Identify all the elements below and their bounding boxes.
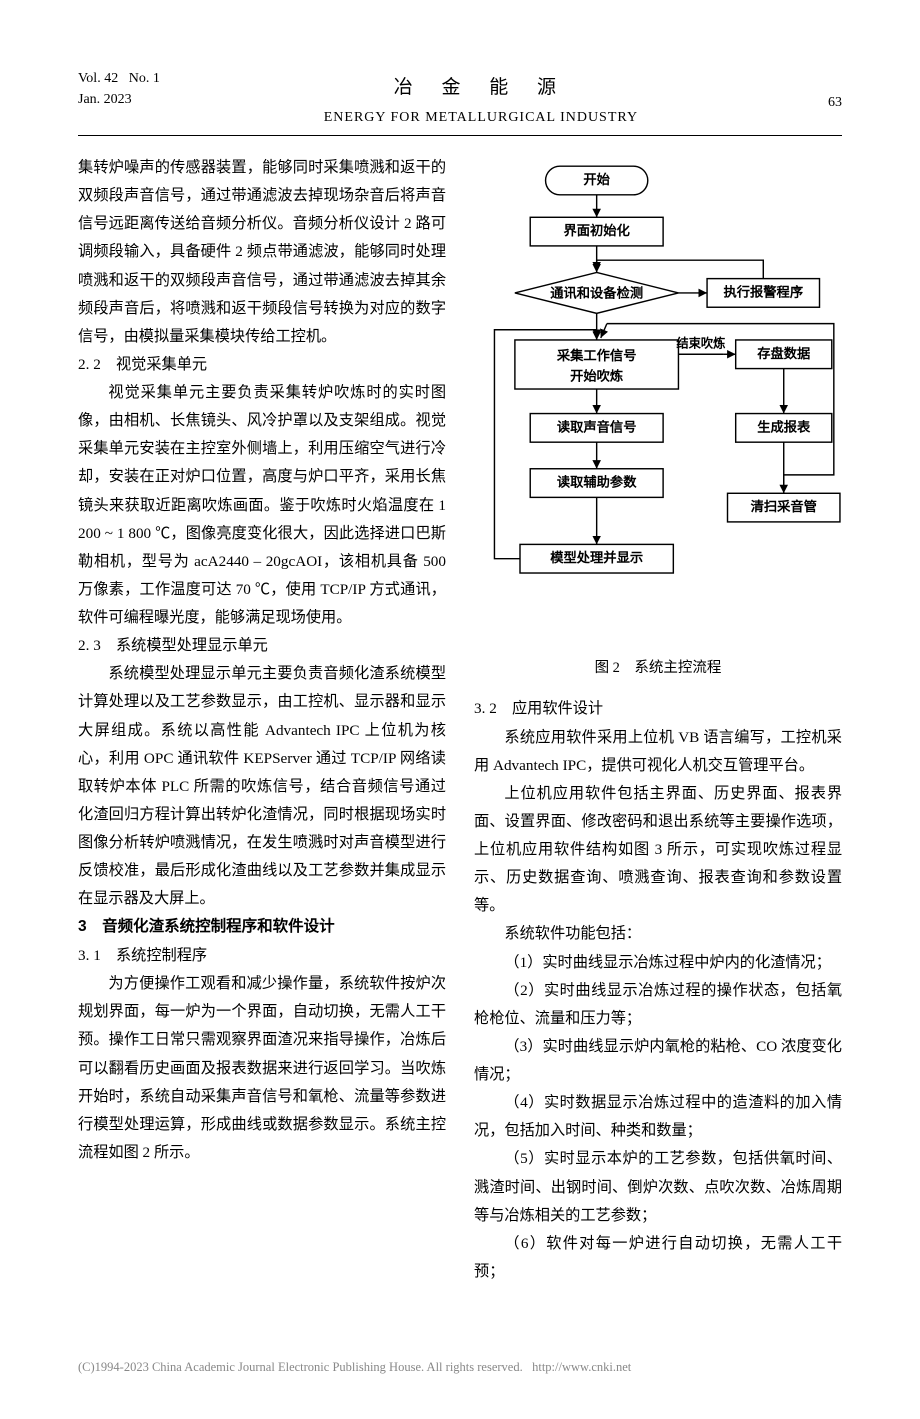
node-model: 模型处理并显示 — [550, 549, 643, 565]
journal-title-en: ENERGY FOR METALLURGICAL INDUSTRY — [160, 105, 802, 131]
node-clean: 清扫采音管 — [751, 498, 817, 514]
section-3-2-p3: 系统软件功能包括： — [474, 920, 842, 948]
issue-no: No. 1 — [129, 71, 160, 86]
node-save: 存盘数据 — [757, 345, 810, 361]
func-item-3: （3）实时曲线显示炉内氧枪的粘枪、CO 浓度变化情况； — [474, 1033, 842, 1089]
node-init: 界面初始化 — [564, 222, 631, 238]
figure-2-caption: 图 2 系统主控流程 — [474, 655, 842, 682]
page-number: 63 — [802, 68, 842, 116]
page-header: Vol. 42 No. 1 Jan. 2023 冶 金 能 源 ENERGY F… — [78, 68, 842, 136]
node-report: 生成报表 — [757, 418, 811, 434]
node-start: 开始 — [583, 171, 610, 187]
func-item-4: （4）实时数据显示冶炼过程中的造渣料的加入情况，包括加入时间、种类和数量； — [474, 1089, 842, 1145]
section-3-title: 3 音频化渣系统控制程序和软件设计 — [78, 913, 446, 942]
right-column: .box { fill:#fff; stroke:#000; stroke-wi… — [474, 154, 842, 1286]
section-3-2-title: 3. 2 应用软件设计 — [474, 695, 842, 723]
func-item-1: （1）实时曲线显示冶炼过程中炉内的化渣情况； — [474, 949, 842, 977]
footer-url: http://www.cnki.net — [532, 1360, 631, 1374]
node-read-audio: 读取声音信号 — [557, 418, 637, 434]
left-column: 集转炉噪声的传感器装置，能够同时采集喷溅和返干的双频段声音信号，通过带通滤波去掉… — [78, 154, 446, 1286]
func-item-5: （5）实时显示本炉的工艺参数，包括供氧时间、溅渣时间、出钢时间、倒炉次数、点吹次… — [474, 1145, 842, 1229]
section-3-1-body: 为方便操作工观看和减少操作量，系统软件按炉次规划界面，每一炉为一个界面，自动切换… — [78, 970, 446, 1167]
page-footer: (C)1994-2023 China Academic Journal Elec… — [78, 1356, 842, 1379]
header-center: 冶 金 能 源 ENERGY FOR METALLURGICAL INDUSTR… — [160, 68, 802, 131]
node-signal-l2: 开始吹炼 — [570, 367, 624, 383]
node-alarm: 执行报警程序 — [723, 283, 803, 299]
node-read-aux: 读取辅助参数 — [557, 474, 637, 490]
copyright-text: (C)1994-2023 China Academic Journal Elec… — [78, 1360, 523, 1374]
func-item-6: （6）软件对每一炉进行自动切换，无需人工干预； — [474, 1230, 842, 1286]
section-2-3-body: 系统模型处理显示单元主要负责音频化渣系统模型计算处理以及工艺参数显示，由工控机、… — [78, 660, 446, 913]
section-3-2-p1: 系统应用软件采用上位机 VB 语言编写，工控机采用 Advantech IPC，… — [474, 724, 842, 780]
section-2-2-title: 2. 2 视觉采集单元 — [78, 351, 446, 379]
node-signal-l1: 采集工作信号 — [556, 347, 637, 363]
section-3-1-title: 3. 1 系统控制程序 — [78, 942, 446, 970]
volume: Vol. 42 — [78, 71, 118, 86]
edge-end-label: 结束吹炼 — [676, 335, 726, 350]
para-continuation: 集转炉噪声的传感器装置，能够同时采集喷溅和返干的双频段声音信号，通过带通滤波去掉… — [78, 154, 446, 351]
issue-date: Jan. 2023 — [78, 92, 132, 107]
func-item-2: （2）实时曲线显示冶炼过程的操作状态，包括氧枪枪位、流量和压力等； — [474, 977, 842, 1033]
section-2-3-title: 2. 3 系统模型处理显示单元 — [78, 632, 446, 660]
section-2-2-body: 视觉采集单元主要负责采集转炉吹炼时的实时图像，由相机、长焦镜头、风冷护罩以及支架… — [78, 379, 446, 632]
journal-title-cn: 冶 金 能 源 — [160, 70, 802, 105]
figure-2-flowchart: .box { fill:#fff; stroke:#000; stroke-wi… — [474, 158, 842, 638]
header-left: Vol. 42 No. 1 Jan. 2023 — [78, 68, 160, 110]
section-3-2-p2: 上位机应用软件包括主界面、历史界面、报表界面、设置界面、修改密码和退出系统等主要… — [474, 780, 842, 921]
node-check: 通讯和设备检测 — [550, 285, 643, 301]
body-columns: 集转炉噪声的传感器装置，能够同时采集喷溅和返干的双频段声音信号，通过带通滤波去掉… — [78, 154, 842, 1286]
